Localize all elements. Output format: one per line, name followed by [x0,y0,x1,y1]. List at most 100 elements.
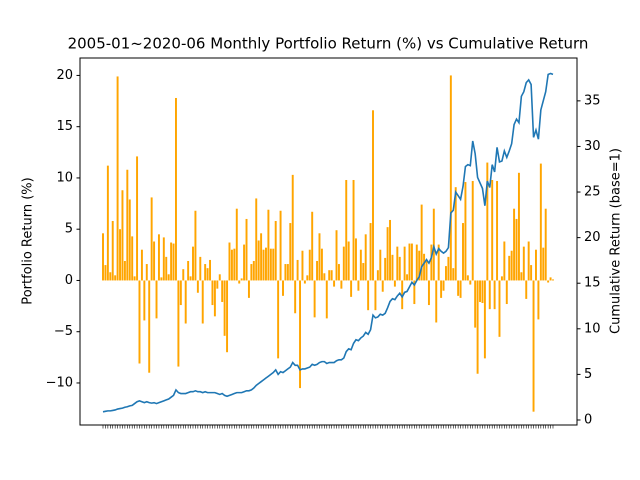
bar [170,242,173,281]
bar [121,190,124,281]
bar [114,275,117,281]
bar [413,280,416,305]
y2-tick-label: 25 [584,185,601,200]
bar [221,280,224,302]
y-tick-label: 0 [65,273,73,288]
bar [260,233,263,281]
bar [337,264,340,281]
bar [342,246,345,281]
bar [148,280,151,373]
bar [396,246,399,281]
bar [483,280,486,359]
bar [277,280,280,359]
bar [498,280,501,337]
bar [430,244,433,281]
bar [128,199,131,281]
bar [201,280,204,324]
bar [311,211,314,281]
bar [175,97,177,281]
bar [179,280,182,306]
bar [425,259,428,281]
bar [352,179,355,281]
bar [359,249,362,281]
bar [223,280,226,336]
bar [537,280,540,320]
bar [420,204,423,281]
bar [189,276,192,281]
bar [303,280,306,284]
bar [440,280,443,298]
bar [279,210,282,281]
bar [372,110,374,281]
bar [452,268,455,281]
y-tick-label: −10 [46,375,73,390]
bar [345,179,348,281]
bar [172,243,175,281]
bar [133,276,136,281]
bar [532,280,535,412]
bar [269,248,272,281]
bar [542,247,545,281]
bar [274,220,277,281]
bar [182,269,185,281]
bar [449,75,452,281]
bar [500,276,503,281]
bar [367,280,370,311]
bar [177,280,180,367]
bar [525,280,528,299]
bar [517,172,520,281]
bar [313,280,316,318]
bar [376,270,379,281]
bar [230,249,233,281]
bar [544,208,547,281]
bar [491,179,494,281]
bar [138,280,141,364]
bar [539,163,542,281]
bar [257,240,260,281]
bar [350,280,353,297]
bar [320,248,323,281]
bar [515,218,518,281]
bar [299,280,301,389]
bar [323,273,326,281]
bar [196,280,199,293]
bar [102,233,104,281]
bar [535,249,537,281]
bar [357,280,360,291]
bar [216,280,219,289]
bar [522,246,525,281]
y2-tick-label: 35 [584,93,601,108]
bar [330,270,333,281]
bar [471,181,474,281]
bar [162,237,165,281]
bar [284,264,287,281]
bar [374,280,377,311]
bar [410,243,413,281]
bar [155,280,158,319]
bar [116,76,119,281]
bar [381,280,384,292]
bar [160,277,163,281]
bar [520,272,523,281]
bar [408,243,411,281]
bar [167,274,170,281]
bar [508,255,511,281]
bar [226,280,229,353]
bar [364,234,367,281]
bar [272,248,275,281]
bar [286,264,289,281]
bar [213,280,216,317]
bar [245,218,248,281]
bar [187,260,190,281]
y2-tick-label: 5 [584,367,592,382]
bar [435,280,438,323]
bar [389,219,391,281]
bar [401,280,404,310]
bar [109,272,112,281]
bar [530,265,533,281]
bar [235,208,238,281]
bar [527,241,530,281]
bar [340,280,343,289]
chart-title: 2005-01~2020-06 Monthly Portfolio Return… [68,35,589,53]
bar [233,248,236,281]
